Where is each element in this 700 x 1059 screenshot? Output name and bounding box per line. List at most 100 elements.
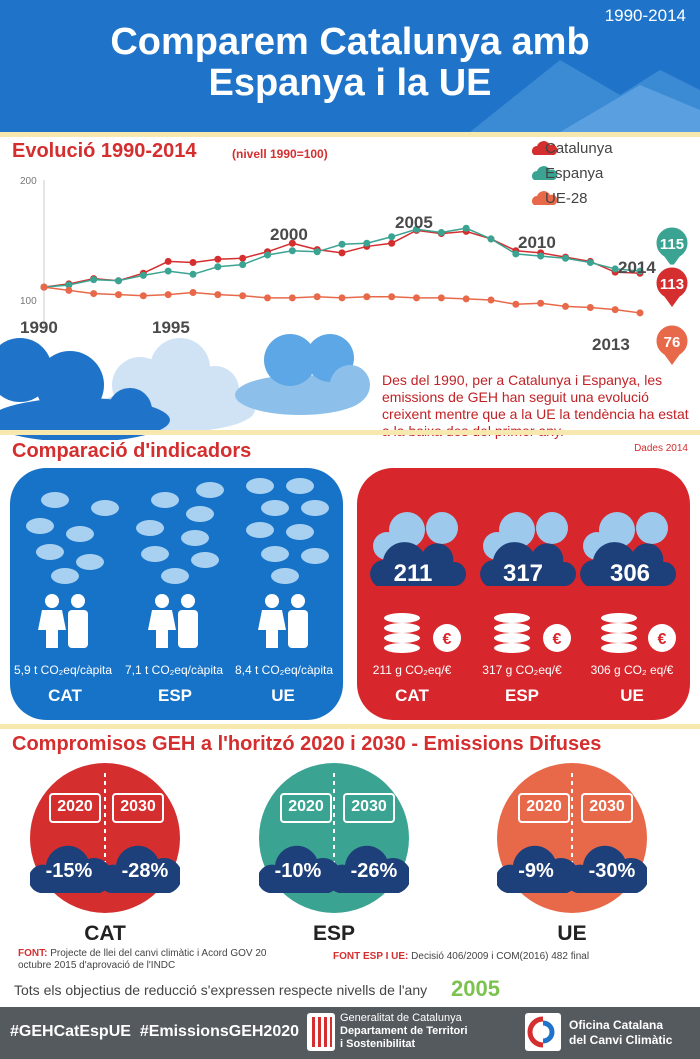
year-box-2030: 2030 — [343, 793, 395, 823]
people-icon-cat — [38, 594, 88, 648]
data-point — [338, 294, 346, 302]
data-point — [388, 239, 396, 247]
intensity-graphics: € € € — [370, 512, 677, 653]
data-point — [65, 281, 73, 289]
coins-icon-esp — [494, 613, 571, 653]
goal-region: ESP — [312, 922, 356, 945]
generalitat-logo-icon — [307, 1013, 335, 1051]
end-value-ue: 76 — [664, 334, 681, 351]
year-box-2020: 2020 — [280, 793, 332, 823]
cloud-icon — [259, 845, 341, 893]
end-marker-ue: 76 — [653, 322, 691, 365]
y-tick-label: 200 — [20, 176, 37, 187]
legend-label-espanya: Espanya — [545, 165, 604, 182]
data-point — [239, 254, 247, 262]
legend-label-catalunya: Catalunya — [545, 140, 613, 157]
intensity-value: 211 g CO₂eq/€ — [372, 663, 452, 677]
year-label: 2000 — [270, 225, 308, 244]
data-point — [164, 257, 172, 265]
data-point — [164, 267, 172, 275]
goal-region: CAT — [84, 922, 126, 945]
intensity-badge: 317 — [502, 560, 544, 587]
data-point — [40, 283, 48, 291]
region-label: UE — [271, 686, 295, 705]
data-point — [388, 233, 396, 241]
data-point — [437, 294, 445, 302]
coins-icon-cat — [384, 613, 461, 653]
data-point — [586, 304, 594, 311]
cloud-icon-ue — [580, 512, 677, 586]
data-point — [611, 265, 619, 273]
goal-graphics-ue — [497, 773, 647, 893]
year-label: 1995 — [152, 318, 190, 337]
goal-pct-2020: -9% — [518, 860, 554, 882]
hashtags[interactable]: #GEHCatEspUE #EmissionsGEH2020 — [10, 1023, 300, 1040]
data-point — [462, 224, 470, 232]
data-point — [313, 293, 321, 301]
occ-line: del Canvi Climàtic — [569, 1033, 673, 1047]
data-point — [636, 309, 644, 317]
data-point — [611, 306, 619, 314]
cloud-icon — [235, 334, 370, 415]
data-point — [264, 294, 271, 302]
region-label: ESP — [504, 686, 540, 705]
per-capita-value: 8,4 t CO₂eq/càpita — [234, 663, 334, 677]
data-point — [239, 261, 247, 269]
cloud-icon — [30, 845, 112, 893]
base-year: 2005 — [451, 976, 500, 1001]
data-point — [189, 259, 197, 266]
euro-icon: € — [658, 631, 667, 648]
end-marker-catalunya: 113 — [653, 264, 691, 307]
data-point — [636, 267, 644, 275]
data-point — [264, 251, 271, 259]
cloud-icon — [565, 845, 647, 893]
data-point — [313, 248, 321, 256]
intensity-value: 306 g CO₂ eq/€ — [590, 663, 674, 677]
footer — [0, 1007, 700, 1059]
goal-pct-2020: -15% — [45, 860, 93, 882]
goal-graphics-cat — [30, 773, 180, 893]
occ-logo-icon — [525, 1013, 561, 1051]
region-label: CAT — [395, 686, 429, 705]
data-point — [413, 294, 420, 302]
data-point — [115, 291, 122, 299]
generalitat-line: Generalitat de Catalunya — [340, 1012, 462, 1024]
data-point — [487, 235, 495, 243]
year-label: 2010 — [518, 233, 556, 252]
per-capita-value: 5,9 t CO₂eq/càpita — [13, 663, 113, 677]
data-point — [586, 259, 594, 266]
goal-pct-2020: -10% — [274, 860, 322, 882]
euro-icon: € — [443, 631, 452, 648]
cloud-icon-cat — [370, 512, 467, 586]
data-point — [487, 296, 495, 304]
generalitat-line: Departament de Territori — [340, 1025, 468, 1037]
page-title: Comparem Catalunya amb Espanya i la UE — [110, 21, 590, 104]
year-box-2030: 2030 — [112, 793, 164, 823]
evolution-line-chart: 200 100 1990 1995 2000 2005 2010 2014 20… — [20, 176, 691, 365]
clouds-decoration — [0, 334, 370, 440]
goal-pct-2030: -28% — [121, 860, 169, 882]
goal-region: UE — [557, 922, 587, 945]
euro-icon: € — [553, 631, 562, 648]
data-point — [562, 254, 569, 262]
cloud-icon — [497, 845, 579, 893]
data-point — [164, 291, 172, 299]
year-label: 2014 — [618, 258, 656, 277]
evolution-subtitle: (nivell 1990=100) — [232, 147, 328, 161]
data-point — [90, 276, 98, 284]
data-point — [537, 299, 545, 307]
goal-pct-2030: -30% — [588, 860, 636, 882]
cloud-icon — [98, 845, 180, 893]
legend-cloud-icon-catalunya — [532, 141, 558, 155]
data-point — [388, 293, 396, 301]
evolution-description: Des del 1990, per a Catalunya i Espanya,… — [382, 372, 689, 439]
comparison-date: Dades 2014 — [634, 443, 688, 454]
cloud-icon-esp — [480, 512, 577, 586]
end-value-catalunya: 113 — [660, 276, 684, 293]
data-point — [288, 247, 296, 255]
year-label: 2013 — [592, 335, 630, 354]
goals-title: Compromisos GEH a l'horitzó 2020 i 2030 … — [12, 733, 602, 755]
occ-line: Oficina Catalana — [569, 1018, 664, 1032]
data-point — [462, 295, 470, 303]
end-value-espanya: 115 — [660, 236, 684, 253]
